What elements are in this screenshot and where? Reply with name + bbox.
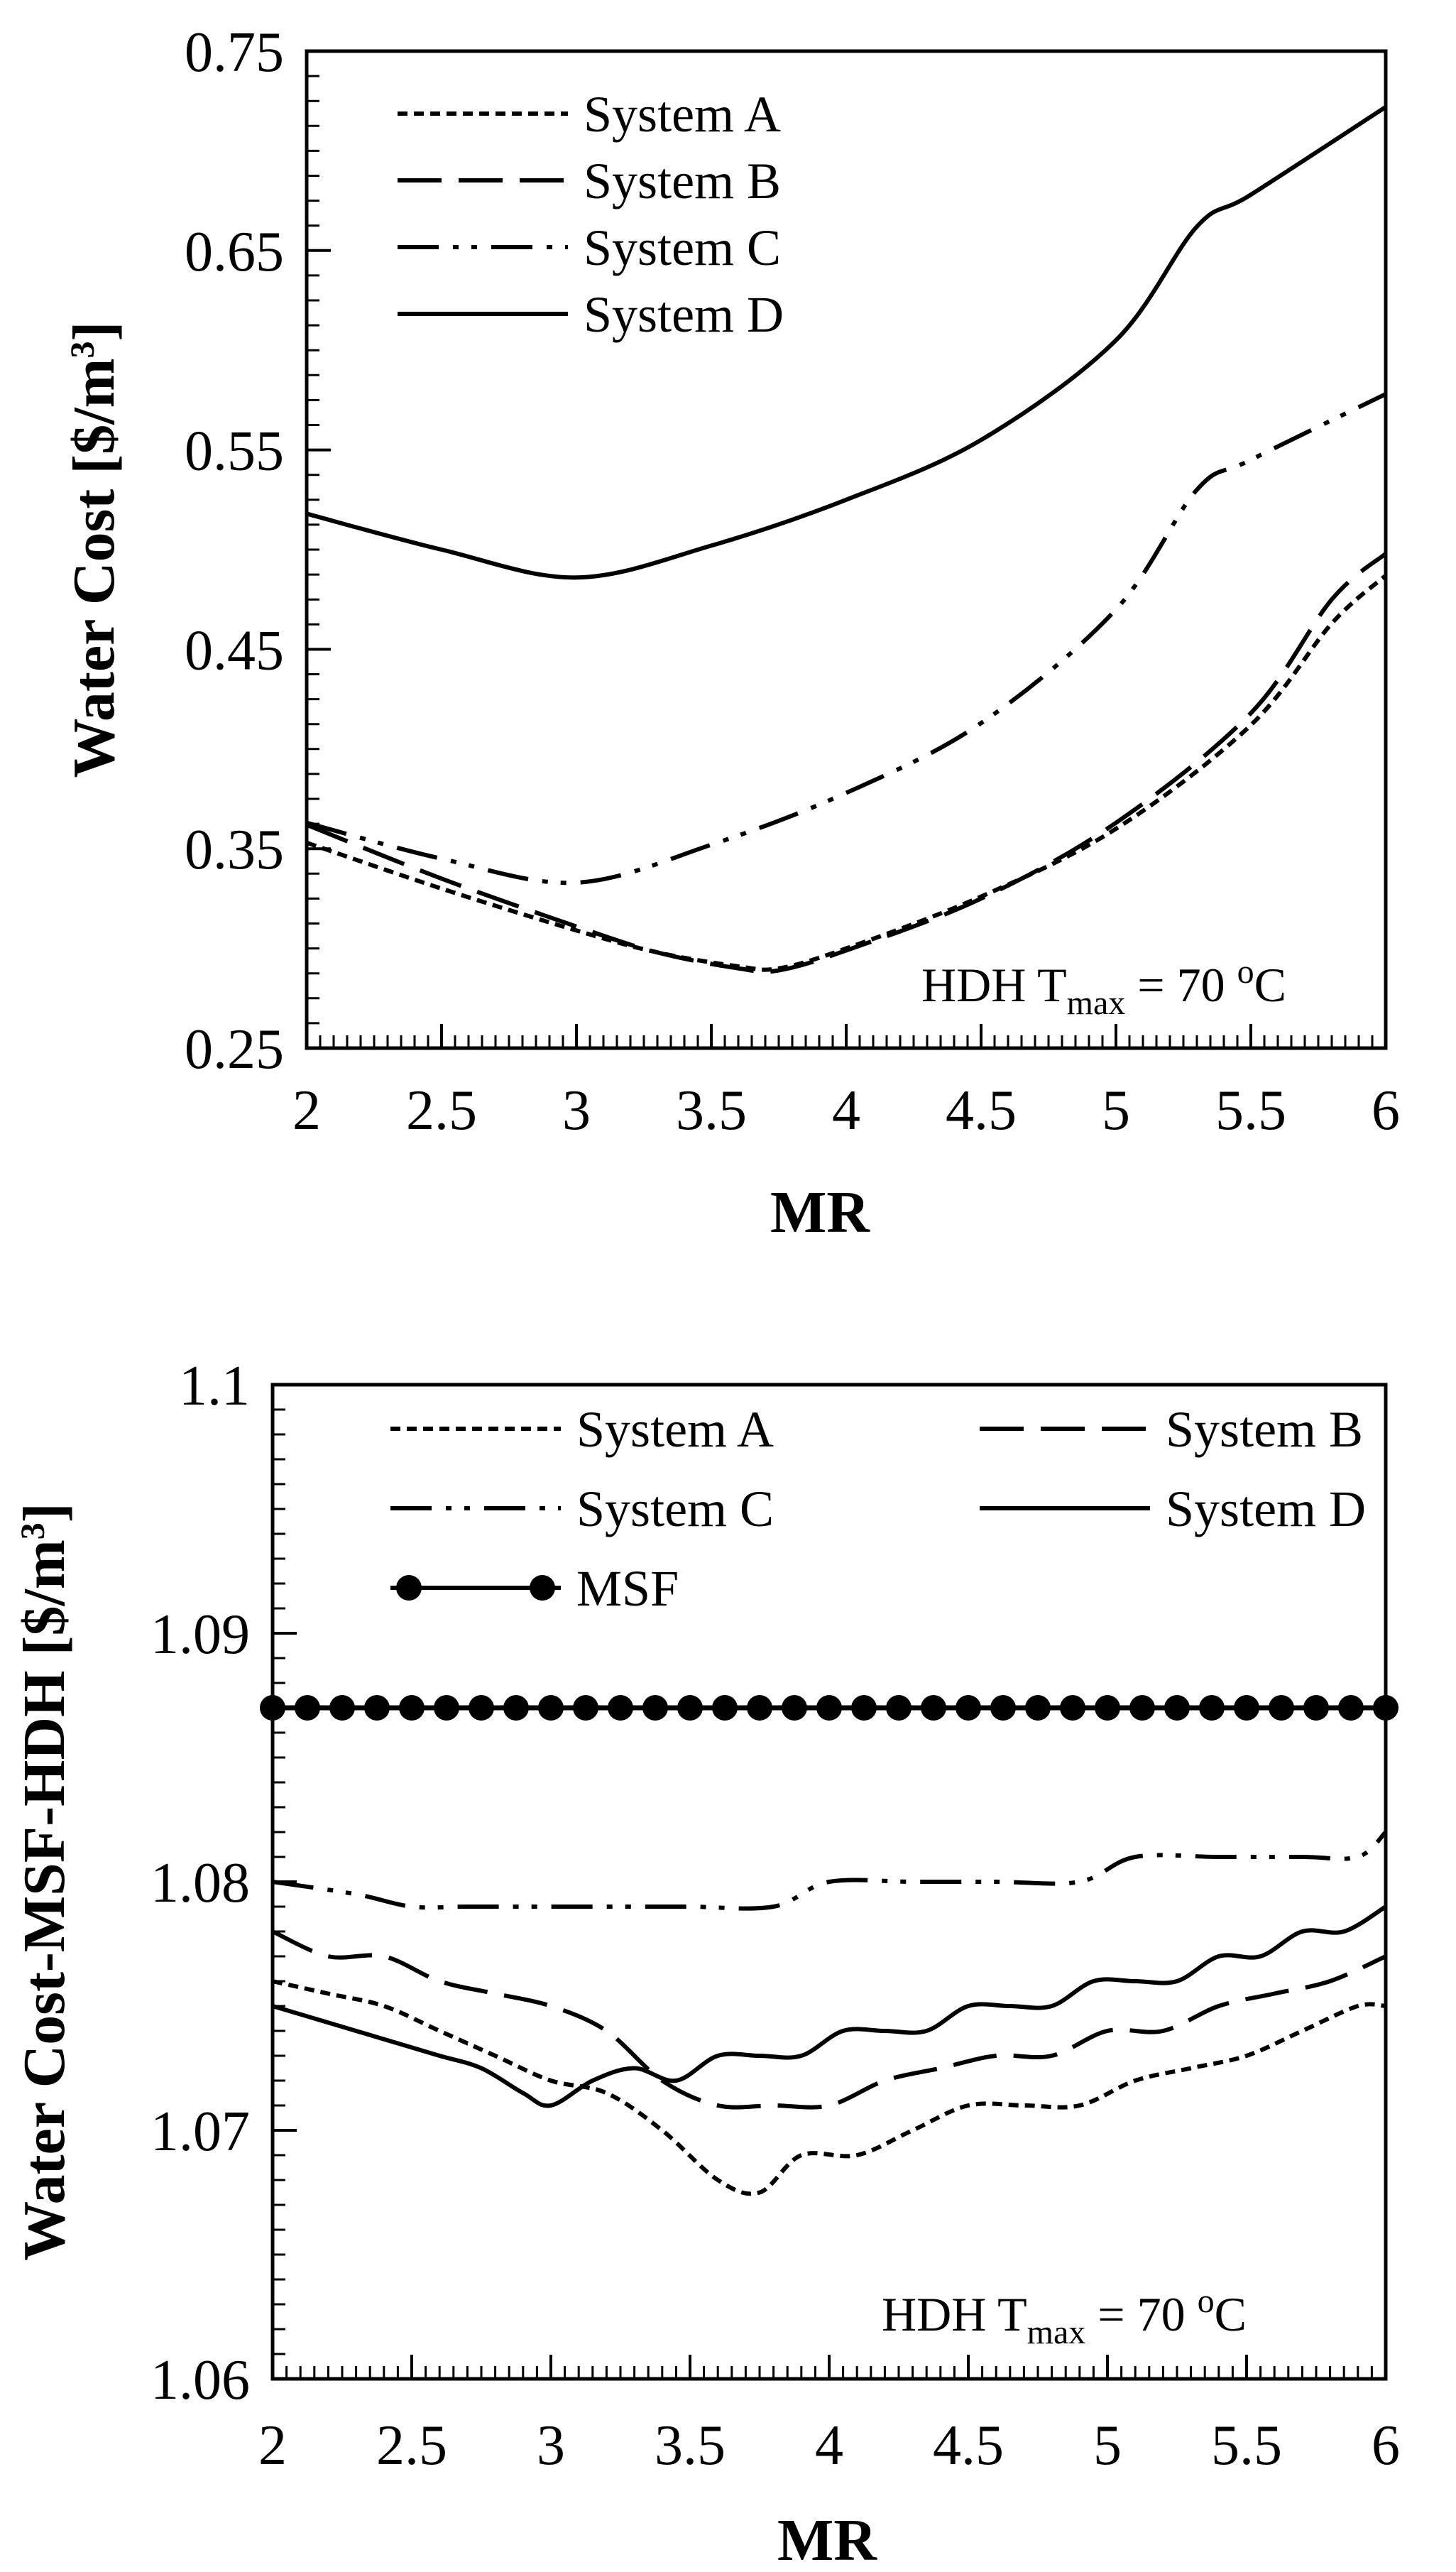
legend: System A System B System C System D MSF: [390, 1401, 1366, 1617]
legend-label-system-c: System C: [576, 1481, 774, 1537]
y-axis-label: Water Cost [$/m3]: [61, 322, 127, 778]
legend-label-system-b: System B: [584, 153, 781, 209]
series-layer: [305, 105, 1387, 974]
series-layer: [260, 1695, 1398, 2196]
msf-marker: [469, 1695, 494, 1721]
y-axis-label: Water Cost-MSF-HDH [$/m3]: [11, 1503, 77, 2261]
series-line-system-a: [306, 574, 1387, 972]
msf-marker: [260, 1695, 285, 1721]
y-tick-label: 0.25: [185, 1018, 284, 1081]
legend-label-system-d: System D: [584, 286, 784, 343]
series-line-system-d: [306, 105, 1387, 580]
y-tick-label: 1.08: [150, 1852, 250, 1914]
x-tick-label: 5: [1102, 1079, 1130, 1142]
legend-label-system-a: System A: [576, 1401, 774, 1458]
msf-marker: [712, 1695, 738, 1721]
series-line-system-c: [272, 1830, 1388, 1911]
x-tick-label: 2: [258, 2414, 287, 2477]
msf-marker: [538, 1695, 564, 1721]
msf-marker: [747, 1695, 772, 1721]
legend-label-system-b: System B: [1166, 1401, 1363, 1458]
x-axis-label: MR: [777, 2507, 877, 2572]
axis-ticks: 1.06 1.07 1.08 1.09 1.1 2 2.5 3 3.5 4 4.5 5 5.5 6: [150, 1355, 1400, 2477]
series-line-system-a: [272, 1979, 1386, 2196]
msf-marker: [1234, 1695, 1259, 1721]
series-line-system-d: [272, 1905, 1387, 2108]
msf-marker: [1373, 1695, 1398, 1721]
axis-ticks: 0.25 0.35 0.45 0.55 0.65 0.75 2 2.5 3 3.5 4 4.5 5 5.5…: [185, 21, 1400, 1142]
msf-marker: [399, 1695, 425, 1721]
legend-label-system-a: System A: [584, 86, 781, 143]
legend-marker: [396, 1575, 422, 1601]
msf-marker: [1129, 1695, 1155, 1721]
y-tick-label: 0.35: [185, 819, 284, 881]
x-tick-label: 6: [1372, 1079, 1400, 1142]
annotation-tmax: HDH Tmax = 70 oC: [882, 2282, 1247, 2351]
msf-marker: [1199, 1695, 1225, 1721]
series-line-system-b: [305, 552, 1387, 974]
msf-marker: [782, 1695, 807, 1721]
legend-label-system-c: System C: [584, 219, 781, 276]
msf-marker: [886, 1695, 912, 1721]
msf-marker: [1025, 1695, 1051, 1721]
msf-marker: [851, 1695, 877, 1721]
x-tick-label: 6: [1372, 2414, 1400, 2477]
msf-marker: [1060, 1695, 1085, 1721]
y-tick-label: 0.75: [185, 21, 284, 84]
msf-marker: [642, 1695, 668, 1721]
msf-marker: [329, 1695, 355, 1721]
x-tick-label: 2: [292, 1079, 321, 1142]
x-tick-label: 3.5: [676, 1079, 747, 1142]
legend-label-system-d: System D: [1166, 1481, 1366, 1537]
y-tick-label: 1.1: [179, 1355, 250, 1417]
y-tick-label: 1.09: [150, 1603, 250, 1666]
x-tick-label: 4.5: [946, 1079, 1017, 1142]
x-axis-label: MR: [770, 1179, 870, 1246]
x-tick-label: 2.5: [406, 1079, 477, 1142]
series-line-system-c: [306, 392, 1387, 886]
y-tick-label: 1.06: [150, 2349, 250, 2412]
x-tick-label: 3.5: [655, 2414, 726, 2477]
x-tick-label: 5.5: [1215, 1079, 1286, 1142]
msf-marker: [573, 1695, 598, 1721]
x-tick-label: 4: [815, 2414, 843, 2477]
msf-marker: [956, 1695, 981, 1721]
chart-panel-top: 0.25 0.35 0.45 0.55 0.65 0.75 2 2.5 3 3.5 4 4.5 5 5.5…: [61, 21, 1400, 1246]
series-line-system-b: [271, 1929, 1387, 2110]
msf-marker: [1095, 1695, 1120, 1721]
x-tick-label: 4.5: [933, 2414, 1004, 2477]
x-tick-label: 2.5: [376, 2414, 447, 2477]
legend-label-msf: MSF: [576, 1560, 679, 1617]
y-tick-label: 1.07: [150, 2100, 250, 2163]
msf-marker: [295, 1695, 320, 1721]
legend: System A System B System C System D: [398, 86, 784, 343]
msf-marker: [816, 1695, 842, 1721]
x-tick-label: 5: [1093, 2414, 1122, 2477]
y-tick-label: 0.45: [185, 619, 284, 682]
x-tick-label: 3: [562, 1079, 591, 1142]
legend-marker: [530, 1575, 555, 1601]
annotation-tmax: HDH Tmax = 70 oC: [921, 953, 1286, 1022]
msf-marker: [990, 1695, 1016, 1721]
y-tick-label: 0.65: [185, 221, 284, 283]
x-tick-label: 4: [832, 1079, 860, 1142]
y-tick-label: 0.55: [185, 420, 284, 483]
msf-marker: [503, 1695, 529, 1721]
msf-marker: [1164, 1695, 1190, 1721]
msf-marker: [434, 1695, 459, 1721]
msf-marker: [364, 1695, 390, 1721]
msf-marker: [1338, 1695, 1364, 1721]
msf-marker: [921, 1695, 946, 1721]
msf-marker: [677, 1695, 703, 1721]
x-tick-label: 5.5: [1211, 2414, 1282, 2477]
chart-panel-bottom: 1.06 1.07 1.08 1.09 1.1 2 2.5 3 3.5 4 4.5 5 5.5 6 Sys…: [11, 1355, 1400, 2572]
x-tick-label: 3: [537, 2414, 565, 2477]
msf-marker: [1269, 1695, 1294, 1721]
msf-marker: [608, 1695, 633, 1721]
msf-marker: [1303, 1695, 1329, 1721]
